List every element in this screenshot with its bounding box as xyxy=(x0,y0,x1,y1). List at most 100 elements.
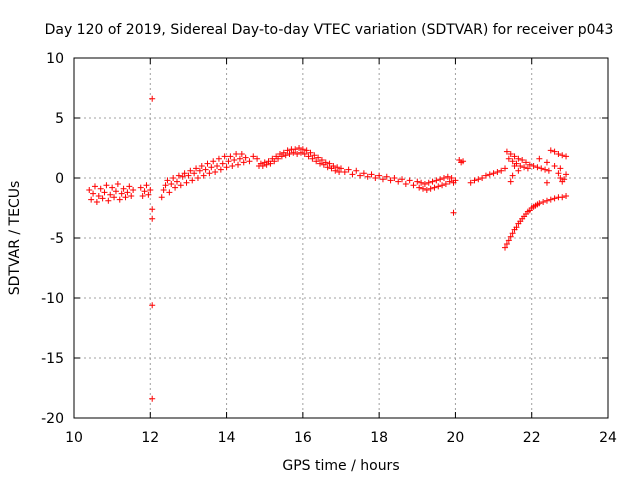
data-point xyxy=(267,160,274,167)
data-point xyxy=(421,181,428,187)
data-point xyxy=(479,175,486,181)
data-point xyxy=(137,184,144,191)
data-point xyxy=(149,302,156,309)
x-tick-label: 16 xyxy=(294,430,312,446)
x-tick-labels: 10 12 14 16 18 20 22 24 xyxy=(65,430,617,446)
data-point xyxy=(141,188,148,195)
data-point xyxy=(360,170,367,177)
data-point xyxy=(305,153,312,160)
data-point xyxy=(160,187,167,193)
data-point xyxy=(311,152,318,159)
data-point xyxy=(282,152,289,159)
data-point xyxy=(536,155,543,162)
data-point xyxy=(505,155,512,162)
axis-ticks xyxy=(73,57,609,419)
data-point xyxy=(139,193,146,199)
data-point xyxy=(212,169,219,175)
data-point xyxy=(235,161,242,168)
data-point xyxy=(467,179,474,186)
data-point xyxy=(559,152,566,159)
data-point xyxy=(149,206,156,213)
data-point xyxy=(530,163,537,169)
data-point xyxy=(410,182,417,189)
data-point xyxy=(189,177,196,184)
data-point xyxy=(490,170,497,177)
data-point xyxy=(103,182,110,189)
data-point xyxy=(336,169,343,175)
x-tick-label: 20 xyxy=(447,430,465,446)
data-point xyxy=(433,177,440,184)
data-point xyxy=(175,172,182,179)
data-point xyxy=(118,190,125,197)
data-point xyxy=(543,197,550,204)
data-point xyxy=(551,148,558,155)
data-point xyxy=(206,170,213,177)
data-point xyxy=(172,184,179,191)
data-point xyxy=(128,193,135,199)
data-point xyxy=(498,167,505,174)
x-tick-label: 22 xyxy=(523,430,541,446)
data-point xyxy=(208,164,215,171)
data-point xyxy=(214,163,221,169)
data-point xyxy=(561,176,568,183)
data-point xyxy=(290,149,297,156)
data-point xyxy=(349,171,356,178)
data-point xyxy=(345,166,352,173)
data-point xyxy=(391,175,398,181)
data-point xyxy=(471,177,478,184)
data-point xyxy=(324,164,331,171)
data-point xyxy=(204,160,211,167)
data-point xyxy=(338,165,344,172)
data-point xyxy=(196,167,203,174)
data-point xyxy=(215,155,222,162)
data-point xyxy=(259,163,266,169)
data-point xyxy=(254,155,261,162)
data-point xyxy=(303,147,310,154)
data-point xyxy=(202,166,209,173)
data-point xyxy=(240,159,247,166)
chart-title: Day 120 of 2019, Sidereal Day-to-day VTE… xyxy=(45,22,614,38)
data-point xyxy=(379,176,386,183)
data-point xyxy=(109,184,116,191)
data-point xyxy=(364,173,371,180)
y-tick-label: -15 xyxy=(41,351,64,367)
data-point xyxy=(534,164,541,171)
data-point xyxy=(271,158,278,165)
data-point xyxy=(114,181,121,187)
data-point xyxy=(317,160,324,167)
data-point xyxy=(494,169,501,175)
data-point xyxy=(105,197,112,204)
data-point xyxy=(429,178,436,185)
data-point xyxy=(519,157,526,163)
data-point xyxy=(147,187,154,193)
data-point xyxy=(179,173,186,180)
data-marks xyxy=(86,95,570,402)
data-point xyxy=(507,233,514,240)
data-point xyxy=(233,151,240,157)
data-point xyxy=(551,195,558,202)
data-point xyxy=(509,158,516,165)
data-point xyxy=(246,158,253,165)
data-point xyxy=(126,183,133,190)
series-rising-arc xyxy=(502,193,570,251)
data-point xyxy=(555,170,562,177)
data-point xyxy=(97,185,104,192)
data-point xyxy=(242,154,249,161)
data-point xyxy=(168,181,175,187)
data-point xyxy=(526,161,533,168)
data-point xyxy=(275,155,282,162)
data-point xyxy=(299,146,306,153)
data-point xyxy=(111,194,118,201)
data-point xyxy=(99,195,106,202)
data-point xyxy=(164,177,171,184)
data-point xyxy=(116,196,123,203)
data-point xyxy=(353,167,360,174)
data-point xyxy=(236,155,243,162)
y-axis-label: SDTVAR / TECUs xyxy=(7,181,23,296)
data-point xyxy=(486,171,493,178)
data-point xyxy=(545,167,552,174)
data-point xyxy=(563,193,570,199)
data-point xyxy=(90,190,97,197)
data-point xyxy=(122,194,129,201)
y-tick-label: -5 xyxy=(50,231,64,247)
